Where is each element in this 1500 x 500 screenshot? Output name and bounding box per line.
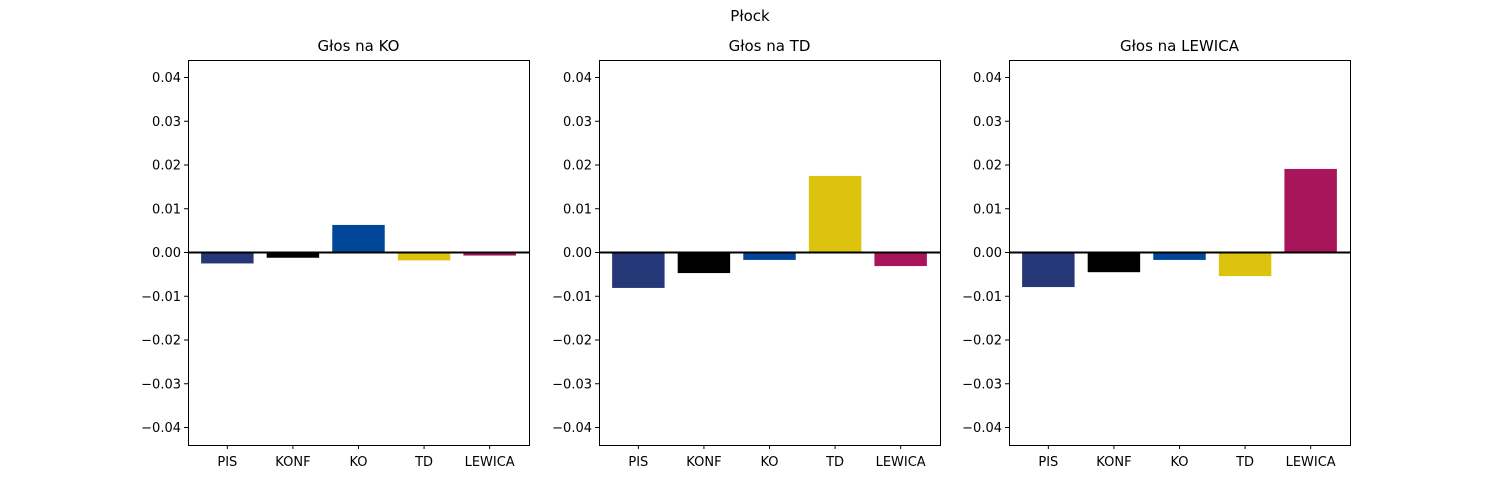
x-tick-label: KO xyxy=(349,455,367,470)
y-tick-label: 0.01 xyxy=(563,202,592,217)
panel-title: Głos na TD xyxy=(729,37,811,55)
bar-pis xyxy=(1022,252,1075,288)
bar-lewica xyxy=(1284,168,1337,253)
y-tick-label: 0.04 xyxy=(973,71,1002,86)
bar-lewica xyxy=(874,252,927,267)
bar-td xyxy=(1218,252,1272,277)
y-tick-label: 0.02 xyxy=(152,159,181,174)
y-tick-label: 0.02 xyxy=(973,159,1002,174)
panel-title: Głos na KO xyxy=(318,37,400,55)
x-tick-label: PIS xyxy=(1038,455,1058,470)
y-tick-label: 0.01 xyxy=(973,202,1002,217)
y-tick-label: 0.00 xyxy=(973,246,1002,261)
bar-td xyxy=(397,252,451,261)
y-tick-label: −0.01 xyxy=(141,290,181,305)
y-tick-label: 0.00 xyxy=(563,246,592,261)
y-tick-label: 0.02 xyxy=(563,159,592,174)
y-tick-label: −0.02 xyxy=(141,334,181,349)
bar-lewica xyxy=(463,252,516,256)
y-tick-label: −0.02 xyxy=(962,334,1002,349)
x-tick-label: PIS xyxy=(217,455,237,470)
y-tick-label: 0.04 xyxy=(563,71,592,86)
figure-suptitle: Płock xyxy=(730,7,770,25)
y-tick-label: −0.02 xyxy=(552,334,592,349)
x-tick-label: TD xyxy=(1235,455,1254,470)
y-tick-label: 0.03 xyxy=(152,115,181,130)
axes-frame xyxy=(599,60,941,446)
x-tick-label: KONF xyxy=(1096,455,1131,470)
x-tick-label: KONF xyxy=(275,455,310,470)
x-tick-label: LEWICA xyxy=(876,455,926,470)
y-tick-label: −0.03 xyxy=(962,377,1002,392)
y-tick-label: 0.03 xyxy=(563,115,592,130)
bar-td xyxy=(808,175,862,253)
bar-ko xyxy=(1153,252,1206,260)
x-tick-label: KO xyxy=(1170,455,1188,470)
y-tick-label: −0.04 xyxy=(962,421,1002,436)
panel-title: Głos na LEWICA xyxy=(1120,37,1240,55)
x-tick-label: LEWICA xyxy=(465,455,515,470)
y-tick-label: −0.04 xyxy=(552,421,592,436)
bar-konf xyxy=(1087,252,1141,273)
x-tick-label: LEWICA xyxy=(1286,455,1336,470)
bar-pis xyxy=(612,252,665,288)
bar-ko xyxy=(332,224,385,253)
y-tick-label: 0.03 xyxy=(973,115,1002,130)
x-tick-label: KONF xyxy=(686,455,721,470)
axes-frame xyxy=(188,60,530,446)
y-tick-label: 0.01 xyxy=(152,202,181,217)
x-tick-label: PIS xyxy=(628,455,648,470)
bar-ko xyxy=(743,252,796,260)
y-tick-label: 0.00 xyxy=(152,246,181,261)
x-tick-label: TD xyxy=(825,455,844,470)
y-tick-label: −0.04 xyxy=(141,421,181,436)
y-tick-label: −0.01 xyxy=(962,290,1002,305)
bar-konf xyxy=(266,252,320,258)
bar-konf xyxy=(677,252,731,274)
bar-pis xyxy=(201,252,254,264)
y-tick-label: −0.01 xyxy=(552,290,592,305)
y-tick-label: −0.03 xyxy=(552,377,592,392)
x-tick-label: TD xyxy=(414,455,433,470)
y-tick-label: −0.03 xyxy=(141,377,181,392)
x-tick-label: KO xyxy=(760,455,778,470)
axes-frame xyxy=(1009,60,1351,446)
y-tick-label: 0.04 xyxy=(152,71,181,86)
